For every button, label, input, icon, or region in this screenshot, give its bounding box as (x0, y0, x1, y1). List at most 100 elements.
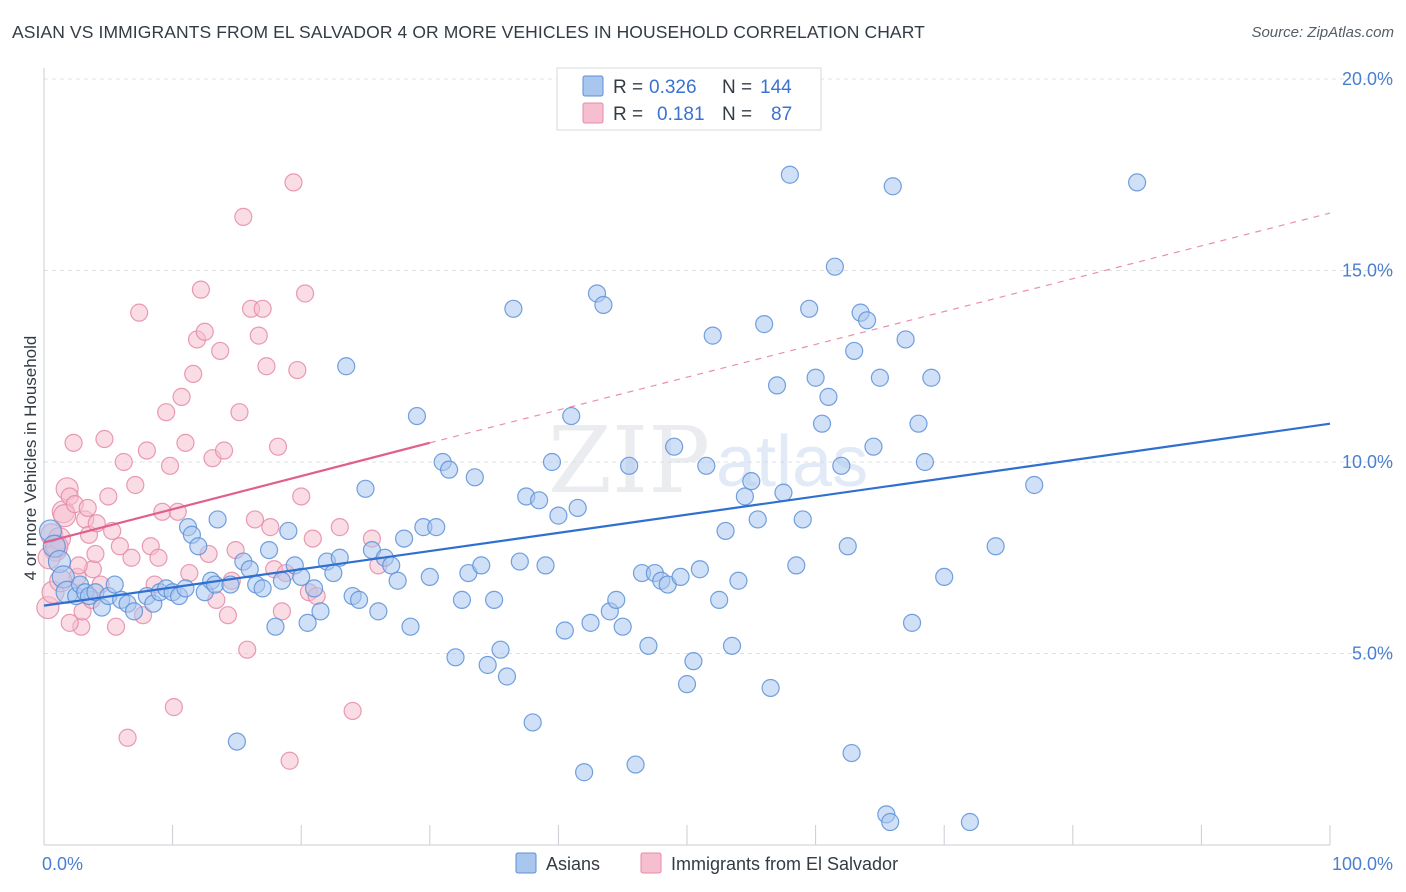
data-point-asian (793, 510, 812, 529)
data-point-el-salvador (149, 548, 168, 567)
data-point-asian (394, 529, 414, 548)
data-point-asian (272, 571, 292, 590)
data-point-asian (105, 575, 124, 594)
data-point-asian (832, 456, 851, 475)
data-point-asian (549, 506, 568, 525)
data-point-asian (485, 590, 504, 609)
data-point-el-salvador (268, 437, 288, 456)
data-point-asian (205, 575, 225, 594)
bottom-legend-swatch-el-salvador (640, 852, 662, 874)
data-point-asian (472, 556, 491, 575)
y-axis-title: 4 or more Vehicles in Household (21, 336, 40, 581)
data-point-asian (620, 456, 639, 475)
data-point-asian (536, 556, 555, 575)
data-point-el-salvador (214, 441, 234, 460)
data-point-el-salvador (95, 429, 114, 449)
data-point-el-salvador (99, 487, 118, 506)
data-point-el-salvador (176, 433, 195, 452)
data-point-asian (530, 491, 549, 510)
data-point-asian (915, 452, 935, 472)
data-point-asian (845, 341, 864, 361)
x-tick-label-min: 0.0% (42, 854, 83, 874)
data-point-asian (819, 387, 838, 406)
data-point-asian (755, 315, 774, 334)
data-point-el-salvador (118, 728, 137, 747)
bottom-legend-label-asians: Asians (546, 854, 600, 874)
data-point-asian (189, 537, 208, 556)
data-point-asian (902, 613, 922, 632)
data-point-asian (838, 537, 857, 556)
data-point-asian (324, 563, 343, 583)
data-point-asian (677, 675, 697, 694)
data-point-asian (581, 613, 600, 632)
data-point-asian (986, 537, 1005, 556)
legend-r-label-el-salvador: R = (613, 104, 643, 125)
data-point-asian (1127, 173, 1147, 192)
data-point-asian (742, 472, 761, 491)
data-point-asian (542, 452, 562, 472)
data-point-asian (478, 655, 497, 675)
data-point-asian (298, 613, 317, 632)
data-point-asian (356, 479, 375, 498)
data-point-el-salvador (64, 433, 83, 452)
data-point-asian (735, 487, 754, 506)
data-point-el-salvador (110, 537, 129, 556)
legend-r-label-asians: R = (613, 77, 643, 98)
data-point-asian (427, 518, 446, 537)
bottom-legend-swatch-asians (515, 852, 537, 874)
source-label: Source: ZipAtlas.com (1251, 24, 1394, 41)
data-point-asian (401, 617, 420, 636)
data-point-el-salvador (122, 548, 141, 567)
data-point-asian (407, 406, 427, 426)
data-point-asian (703, 326, 722, 345)
series-el-salvador-points (36, 173, 388, 770)
data-point-asian (857, 311, 877, 330)
data-point-el-salvador (230, 403, 249, 422)
data-point-asian (124, 602, 144, 621)
data-point-asian (279, 521, 298, 541)
data-point-el-salvador (330, 518, 349, 537)
y-tick-label: 20.0% (1342, 69, 1393, 89)
x-tick-labels: 0.0% 100.0% (42, 854, 1393, 874)
data-point-asian (259, 540, 279, 560)
data-point-asian (523, 713, 542, 732)
data-point-asian (729, 571, 748, 590)
data-point-asian (761, 678, 780, 698)
data-point-asian (266, 617, 285, 636)
data-point-asian (420, 567, 439, 587)
data-point-asian (800, 299, 819, 318)
data-point-asian (491, 640, 510, 659)
data-point-asian (767, 376, 787, 395)
data-point-asian (842, 743, 861, 763)
data-point-asian (568, 498, 587, 518)
data-point-asian (883, 177, 902, 196)
data-point-asian (722, 636, 742, 655)
y-tick-label: 5.0% (1352, 644, 1393, 664)
data-point-asian (337, 357, 356, 376)
data-point-asian (909, 414, 928, 433)
data-point-el-salvador (249, 326, 268, 345)
legend-r-value-el-salvador: 0.181 (657, 104, 705, 125)
data-point-asian (227, 732, 246, 751)
data-point-el-salvador (184, 364, 203, 384)
data-point-asian (870, 368, 890, 387)
data-point-asian (369, 602, 388, 621)
data-point-asian (881, 812, 900, 832)
data-point-asian (510, 552, 529, 571)
chart-title: ASIAN VS IMMIGRANTS FROM EL SALVADOR 4 O… (12, 22, 925, 42)
data-point-asian (253, 579, 272, 598)
data-point-asian (446, 648, 465, 667)
bottom-legend-label-el-salvador: Immigrants from El Salvador (671, 854, 898, 874)
data-point-asian (240, 560, 259, 579)
data-point-el-salvador (195, 322, 214, 341)
data-point-asian (697, 456, 716, 475)
trend-lines (43, 212, 1331, 607)
legend-swatch-el-salvador (582, 102, 604, 124)
data-point-asian (710, 590, 729, 609)
legend-n-label-asians: N = (722, 77, 752, 98)
trend-line-el-salvador-extension (429, 212, 1331, 444)
data-point-asian (864, 437, 883, 456)
data-point-asian (665, 437, 684, 456)
series-asians-points (38, 165, 1147, 832)
data-point-el-salvador (257, 357, 276, 376)
